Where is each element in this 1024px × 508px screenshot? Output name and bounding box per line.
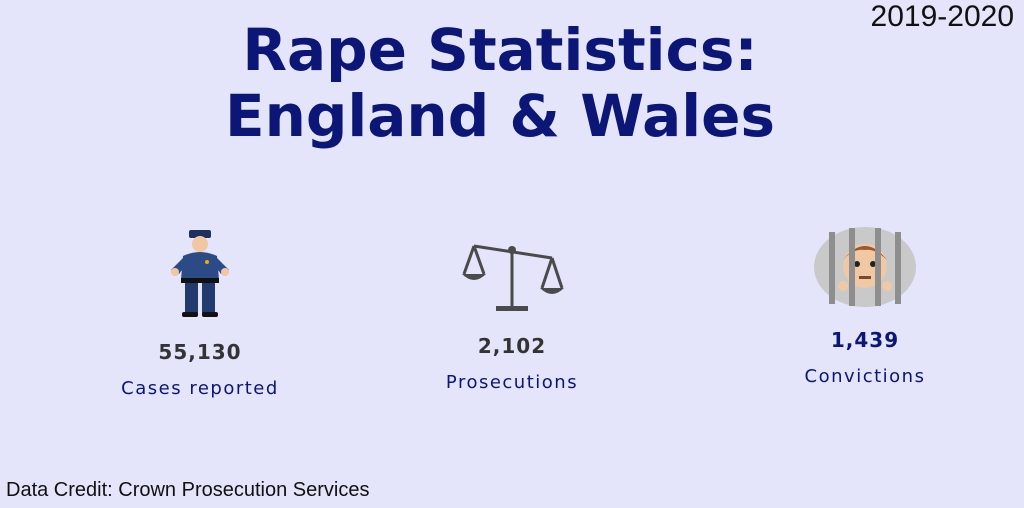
title: England & Wales — [224, 82, 775, 150]
stat-value: 1,439 — [830, 328, 900, 352]
stat-label: Convictions — [804, 366, 926, 387]
title: Rape Statistics: — [242, 16, 758, 84]
prisoner-icon — [814, 227, 916, 307]
police-icon — [171, 230, 229, 317]
scales-icon — [462, 244, 564, 311]
stat-value: 55,130 — [158, 340, 242, 364]
year: 2019-2020 — [870, 0, 1014, 33]
credit: Data Credit: Crown Prosecution Services — [6, 479, 370, 501]
stat-card: 2,102 Prosecutions — [382, 238, 642, 393]
stat-value: 2,102 — [477, 334, 547, 358]
stat-card: 1,439 Convictions — [735, 226, 995, 387]
stat-card: 55,130 Cases reported — [70, 228, 330, 399]
stat-label: Cases reported — [121, 378, 279, 399]
stat-label: Prosecutions — [445, 372, 579, 393]
